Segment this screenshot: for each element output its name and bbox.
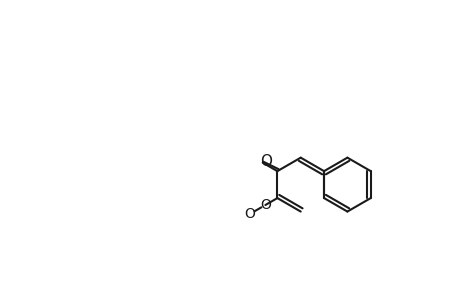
Text: O: O: [259, 198, 270, 212]
Text: O: O: [243, 207, 254, 221]
Text: O: O: [260, 154, 272, 169]
